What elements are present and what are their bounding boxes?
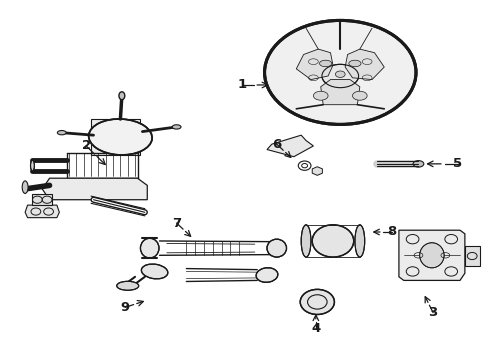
Polygon shape [267, 135, 314, 157]
Ellipse shape [57, 131, 66, 135]
Text: 2: 2 [82, 139, 91, 152]
Text: 7: 7 [172, 216, 181, 230]
Polygon shape [465, 246, 480, 266]
Text: 5: 5 [453, 157, 462, 170]
Ellipse shape [172, 125, 181, 129]
Polygon shape [296, 49, 333, 80]
Ellipse shape [335, 71, 345, 77]
Ellipse shape [419, 243, 444, 268]
Ellipse shape [119, 92, 125, 100]
Polygon shape [312, 167, 322, 175]
Polygon shape [399, 230, 465, 280]
Ellipse shape [256, 268, 278, 282]
Ellipse shape [355, 225, 365, 257]
Ellipse shape [413, 161, 424, 167]
Ellipse shape [314, 91, 328, 100]
Ellipse shape [30, 160, 34, 171]
Polygon shape [32, 194, 52, 205]
Ellipse shape [141, 238, 159, 258]
Ellipse shape [301, 225, 311, 257]
Ellipse shape [89, 119, 152, 155]
Text: 9: 9 [121, 301, 130, 314]
Circle shape [300, 289, 334, 315]
Text: 1: 1 [238, 78, 247, 91]
Ellipse shape [265, 21, 416, 125]
Ellipse shape [319, 60, 332, 67]
Polygon shape [42, 178, 147, 200]
Ellipse shape [349, 60, 361, 67]
Text: 8: 8 [387, 225, 396, 238]
Text: 4: 4 [311, 322, 320, 335]
Ellipse shape [22, 181, 28, 193]
Ellipse shape [267, 239, 287, 257]
Ellipse shape [117, 281, 139, 290]
Ellipse shape [322, 64, 359, 87]
Ellipse shape [312, 225, 354, 257]
Ellipse shape [352, 91, 367, 100]
Text: 3: 3 [428, 306, 438, 319]
Polygon shape [345, 49, 384, 80]
Polygon shape [321, 80, 360, 105]
Ellipse shape [142, 264, 168, 279]
Polygon shape [25, 205, 59, 218]
Polygon shape [91, 119, 140, 155]
Text: 6: 6 [272, 138, 281, 150]
